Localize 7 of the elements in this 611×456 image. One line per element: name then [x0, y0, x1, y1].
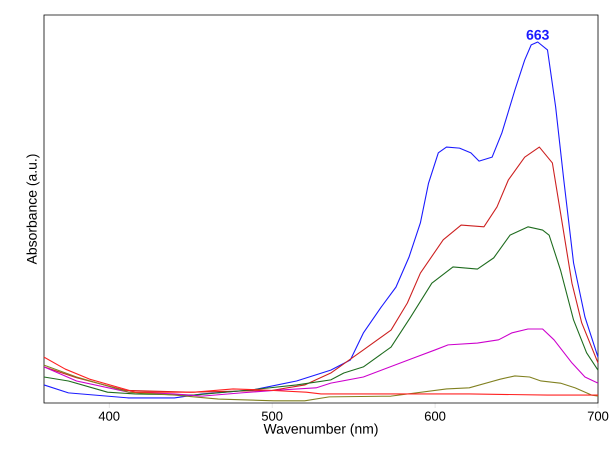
x-tick-label: 500 [262, 412, 282, 421]
annotation: 663 [526, 30, 549, 40]
x-axis-title: Wavenumber (nm) [264, 424, 378, 437]
x-tick-label: 700 [588, 412, 608, 421]
y-axis-title: Absorbance (a.u.) [26, 154, 40, 264]
x-tick-label: 400 [98, 412, 120, 421]
x-tick-label: 600 [424, 412, 446, 421]
